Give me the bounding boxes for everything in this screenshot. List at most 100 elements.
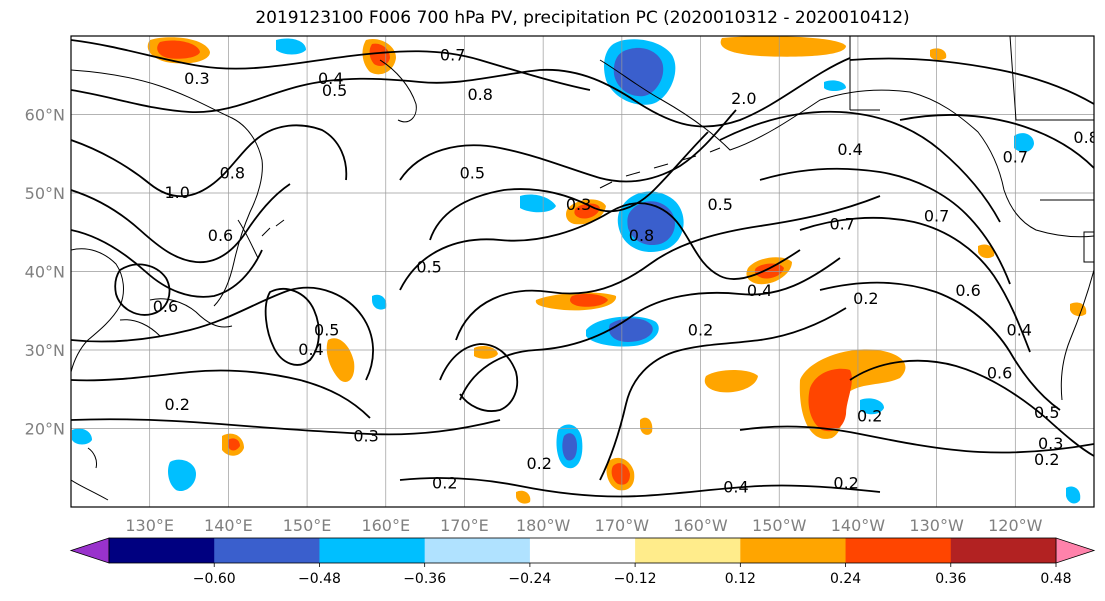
contour-label: 0.5 (707, 195, 732, 214)
colorbar-segment (950, 538, 1057, 563)
colorbar-tick-label: −0.36 (403, 571, 446, 587)
coast-siberia (71, 69, 263, 307)
pos-region-small-c (930, 48, 947, 61)
colorbar-tick-label: 0.12 (725, 571, 756, 587)
coast-kamchatka (379, 59, 417, 123)
latitude-label: 20°N (25, 420, 65, 439)
neg-region-hawaii (520, 194, 556, 213)
contour-label: 0.6 (987, 364, 1012, 383)
contour-label: 0.3 (1038, 434, 1063, 453)
colorbar-segment (109, 538, 215, 563)
contour-label: 0.3 (353, 426, 378, 445)
contour-label: 0.5 (460, 163, 485, 182)
neg-region-bc-coast (1014, 133, 1034, 153)
contour-label: 0.5 (322, 81, 347, 100)
coast-west-tropics (71, 447, 109, 501)
colorbar-segment (319, 538, 426, 563)
coast-aleutians (599, 147, 721, 189)
latitude-label: 30°N (25, 341, 65, 360)
pv-contour (759, 167, 1011, 285)
coast-canada (849, 36, 1094, 263)
coastlines (71, 36, 1094, 501)
contour-label: 0.4 (1007, 320, 1032, 339)
pv-contour (899, 114, 1094, 169)
neg-region-alaska-gulf (860, 398, 884, 415)
longitude-label: 180°W (516, 516, 571, 535)
coast-west-us (1060, 269, 1094, 401)
pv-contour (399, 477, 881, 498)
latitude-label: 60°N (25, 106, 65, 125)
longitude-label: 130°W (909, 516, 964, 535)
neg-region-nw-corner (276, 38, 306, 55)
contour-label: 1.0 (165, 183, 190, 202)
contour-label: 0.8 (220, 163, 245, 182)
map-title: 2019123100 F006 700 hPa PV, precipitatio… (255, 8, 910, 28)
longitude-label: 150°W (752, 516, 807, 535)
longitude-label: 140°W (831, 516, 886, 535)
coast-korea-china (71, 248, 124, 373)
contour-label: 0.8 (629, 226, 654, 245)
pv-contour (71, 183, 291, 263)
colorbar-segment (214, 538, 320, 563)
contour-label: 0.6 (955, 281, 980, 300)
contour-label: 0.7 (1003, 148, 1028, 167)
pos-region-bering-top (720, 36, 846, 57)
latitude-label: 40°N (25, 263, 65, 282)
longitude-label: 130°E (125, 516, 174, 535)
contour-label: 0.2 (526, 454, 551, 473)
contour-label: 0.2 (853, 289, 878, 308)
contour-label: 0.2 (688, 320, 713, 339)
pos-region-central-south (704, 370, 758, 393)
pv-contour-labels: 0.20.30.20.20.4 0.20.50.40.20.70.40.5 0.80… (153, 46, 1098, 497)
pos-region-wpac-mid (326, 338, 355, 382)
latitude-label: 50°N (25, 184, 65, 203)
pv-contour (439, 343, 519, 412)
pos-core-nw-top (157, 40, 200, 59)
neg-region-small-a (372, 294, 387, 310)
pv-contour (399, 109, 737, 183)
pos-core-west-tropics (228, 438, 240, 451)
contour-label: 0.4 (747, 281, 772, 300)
colorbar-tick-label: −0.48 (298, 571, 341, 587)
contour-label: 0.2 (1034, 450, 1059, 469)
colorbar-segment (635, 538, 741, 563)
pos-core-subtropical (570, 293, 608, 307)
colorbar-outline (108, 537, 1057, 564)
colorbar-tick-label: −0.12 (614, 571, 657, 587)
pv-contour (849, 359, 1094, 457)
pos-core-kamchatka (369, 43, 390, 66)
colorbar-tick-label: 0.36 (935, 571, 966, 587)
longitude-labels: 130°E 140°E 150°E 160°E 170°E 180°W 170°W 160°W… (125, 516, 1042, 535)
colorbar-segment (740, 538, 847, 563)
pv-contours (71, 39, 1094, 498)
contour-label: 0.4 (318, 69, 343, 88)
neg-core-north-pacific (627, 201, 675, 246)
coast-alaska (599, 59, 1094, 238)
pv-contour (264, 288, 320, 366)
pv-contour (71, 369, 371, 419)
colorbar-segment (845, 538, 952, 563)
contour-label: 0.6 (153, 297, 178, 316)
coast-kuril (237, 219, 285, 259)
contour-label: 0.2 (857, 407, 882, 426)
pos-core-tropical-south (611, 463, 630, 485)
colorbar-tick-label: −0.24 (508, 571, 551, 587)
pv-contour (71, 286, 374, 381)
map-frame (70, 35, 1095, 508)
neg-core-kamchatka-sea (613, 47, 664, 97)
contour-label: 0.4 (837, 140, 862, 159)
contour-label: 0.5 (1034, 403, 1059, 422)
pv-contour (455, 195, 881, 341)
pv-contour (71, 229, 263, 298)
colorbar-extend-high (1055, 537, 1096, 564)
pv-contour (71, 124, 348, 198)
pos-region-small-d (978, 244, 995, 259)
neg-region-small-b (72, 428, 92, 445)
colorbar-tick-label: −0.60 (193, 571, 236, 587)
contour-label: 0.2 (165, 395, 190, 414)
contour-label: 0.8 (1073, 128, 1098, 147)
longitude-label: 160°E (361, 516, 410, 535)
colorbar-tick-label: 0.24 (830, 571, 861, 587)
colorbar-segment (529, 538, 636, 563)
